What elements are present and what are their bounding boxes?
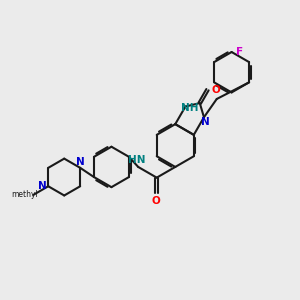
Text: methyl: methyl <box>12 190 38 200</box>
Text: O: O <box>212 85 220 95</box>
Text: N: N <box>76 157 85 167</box>
Text: N: N <box>38 181 47 191</box>
Text: HN: HN <box>128 155 146 165</box>
Text: N: N <box>201 117 210 127</box>
Text: F: F <box>236 47 244 57</box>
Text: NH: NH <box>181 103 198 113</box>
Text: O: O <box>152 196 161 206</box>
